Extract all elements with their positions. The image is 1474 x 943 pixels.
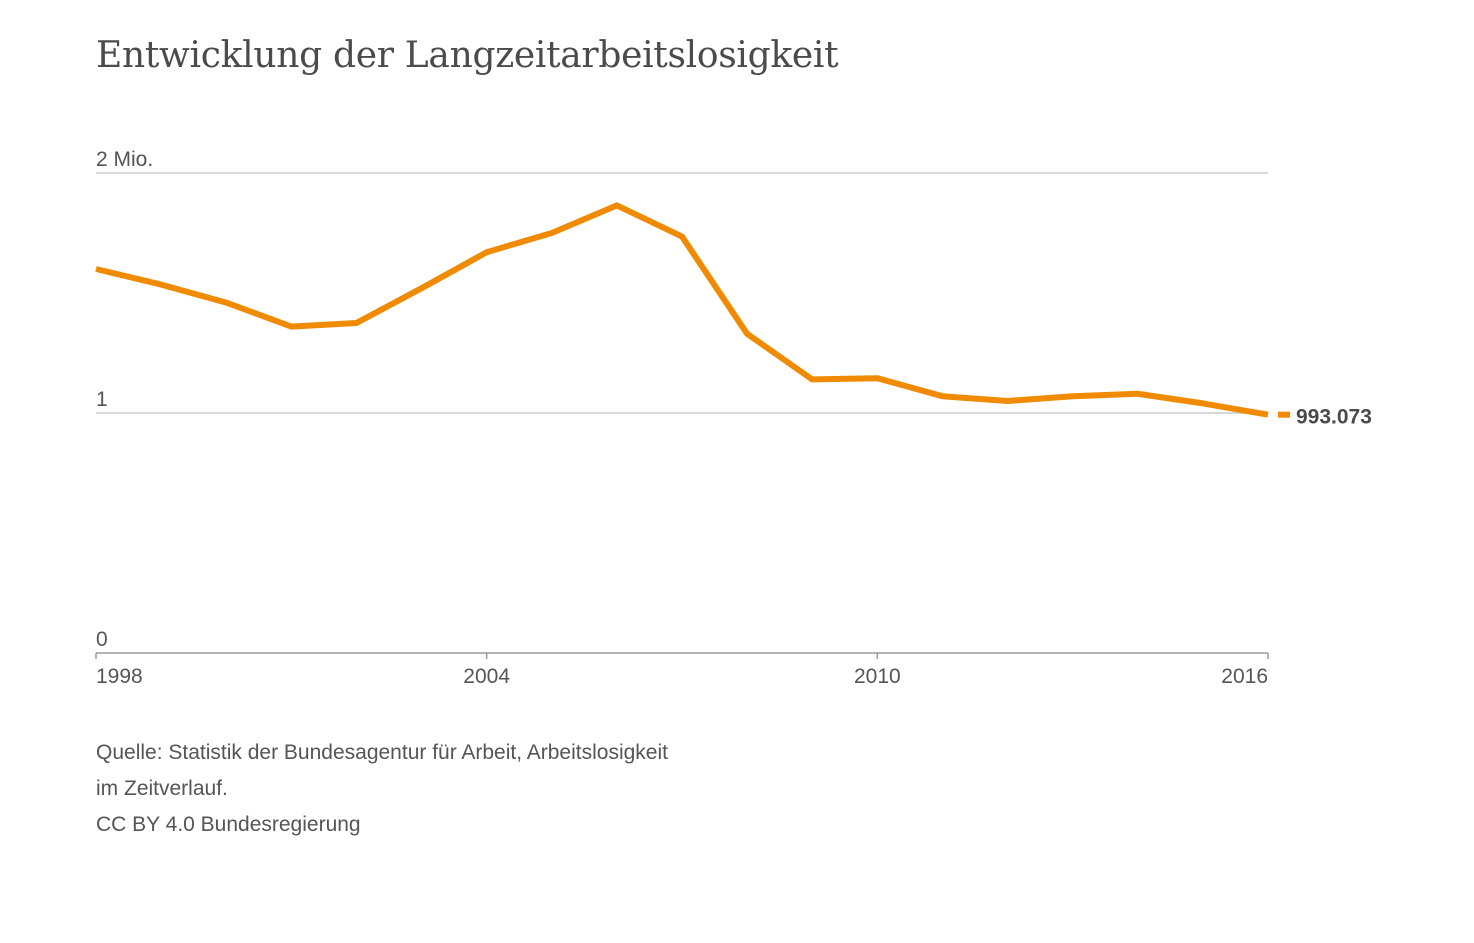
source-line-2: im Zeitverlauf. [96, 777, 228, 800]
x-axis: 1998 2004 2010 2016 [95, 652, 1269, 688]
data-point [223, 300, 229, 306]
data-point [744, 331, 750, 337]
data-point [939, 393, 945, 399]
y-tick-label: 2 Mio. [96, 148, 153, 171]
y-tick-label: 0 [96, 628, 108, 651]
data-point [158, 282, 164, 288]
data-point [484, 249, 490, 255]
data-point [93, 266, 99, 272]
data-point [874, 375, 880, 381]
data-point [1265, 412, 1271, 418]
data-point [1005, 398, 1011, 404]
x-tick-label: 2016 [1221, 665, 1268, 688]
series-line [95, 202, 1269, 418]
data-point [549, 230, 555, 236]
y-axis-tick-labels: 0 1 2 Mio. [96, 148, 153, 651]
x-tick-label: 2004 [463, 665, 510, 688]
license-line: CC BY 4.0 Bundesregierung [96, 813, 361, 836]
data-point [679, 234, 685, 240]
end-label-layer: 993.073 [1278, 406, 1372, 429]
x-tick-label: 1998 [96, 665, 143, 688]
end-value-label: 993.073 [1296, 406, 1372, 429]
series-layer [93, 202, 1271, 418]
data-point [1200, 400, 1206, 406]
source-line-1: Quelle: Statistik der Bundesagentur für … [96, 741, 668, 764]
data-point [353, 320, 359, 326]
chart-title: Entwicklung der Langzeitarbeitslosigkeit [96, 35, 839, 76]
data-point [1135, 391, 1141, 397]
y-tick-label: 1 [96, 388, 108, 411]
data-point [419, 285, 425, 291]
data-point [614, 202, 620, 208]
data-point [1070, 393, 1076, 399]
source-note: Quelle: Statistik der Bundesagentur für … [96, 735, 668, 843]
gridlines [96, 172, 1268, 414]
data-point [809, 376, 815, 382]
x-tick-label: 2010 [854, 665, 901, 688]
data-point [288, 324, 294, 330]
